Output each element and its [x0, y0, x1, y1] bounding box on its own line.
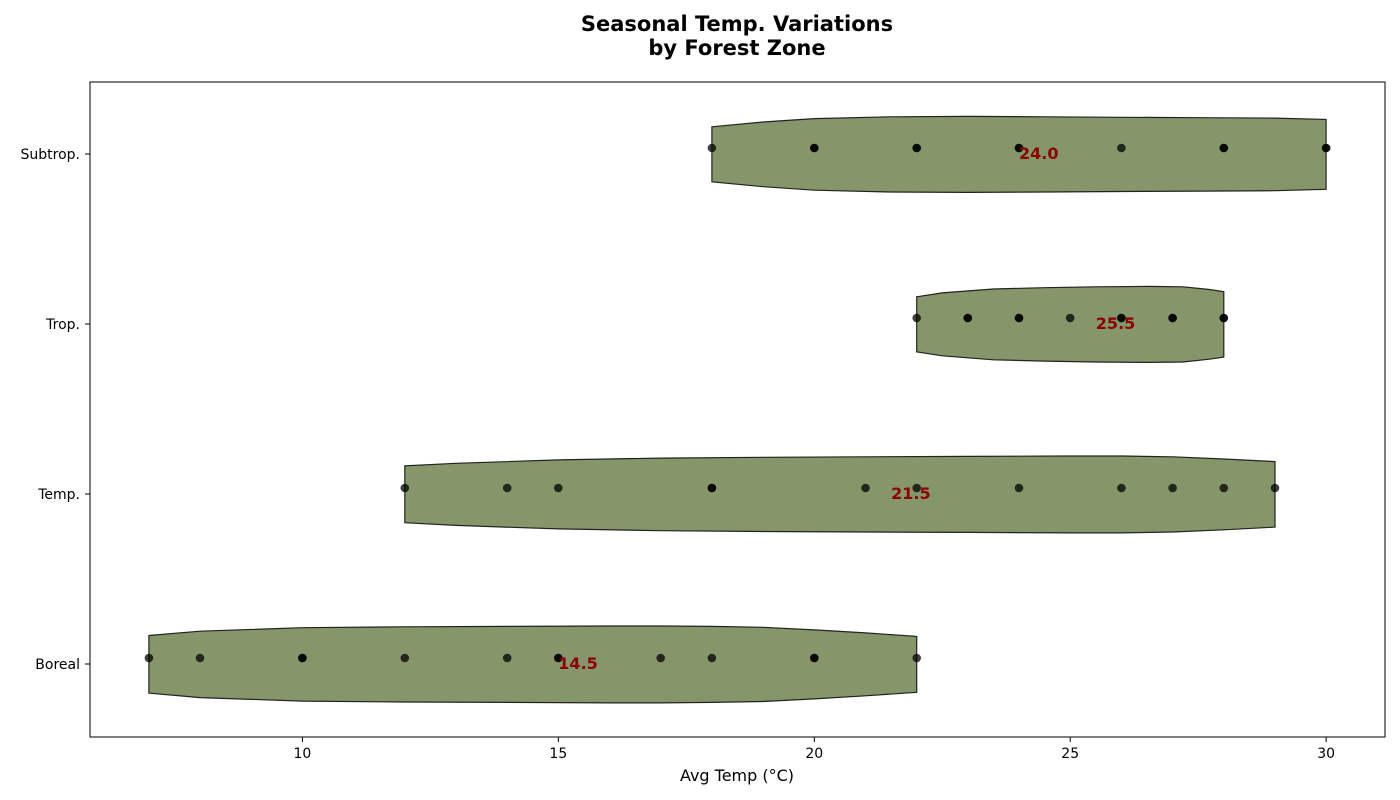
x-tick-label: 15 [549, 746, 567, 762]
data-point-boreal [656, 653, 665, 663]
data-point-trop [963, 313, 973, 323]
data-point-boreal [810, 653, 819, 663]
data-point-trop [1219, 313, 1229, 323]
data-point-temp [1270, 483, 1280, 493]
data-point-trop [1117, 313, 1126, 323]
data-point-temp [707, 483, 717, 493]
chart-title-line-2: by Forest Zone [648, 36, 825, 60]
median-label-temp: 21.5 [891, 484, 930, 503]
y-tick-label: Temp. [37, 487, 80, 503]
y-tick-label: Subtrop. [21, 147, 81, 163]
chart-title-line-1: Seasonal Temp. Variations [581, 12, 893, 36]
y-tick-label: Trop. [45, 317, 80, 333]
median-label-subtrop: 24.0 [1019, 144, 1058, 163]
data-point-boreal [707, 653, 717, 663]
data-point-subtrop [810, 143, 819, 153]
data-point-boreal [912, 653, 921, 663]
violin-subtrop [711, 115, 1327, 194]
violin-trop [916, 285, 1225, 364]
data-point-boreal [195, 653, 205, 663]
data-point-boreal [298, 653, 307, 663]
data-point-temp [554, 483, 563, 493]
x-tick-label: 10 [294, 746, 312, 762]
data-point-trop [1065, 313, 1075, 323]
data-point-trop [912, 313, 921, 323]
data-point-temp [400, 483, 410, 493]
data-point-trop [1168, 313, 1177, 323]
data-point-temp [1168, 483, 1177, 493]
x-tick-label: 25 [1061, 746, 1079, 762]
data-point-subtrop [1014, 143, 1024, 153]
data-point-subtrop [912, 143, 921, 153]
x-tick-label: 20 [805, 746, 823, 762]
plot-frame [89, 81, 1386, 738]
data-point-boreal [502, 653, 512, 663]
data-point-temp [1117, 483, 1126, 493]
data-point-temp [912, 483, 921, 493]
data-point-subtrop [707, 143, 717, 153]
data-point-temp [861, 483, 870, 493]
median-label-boreal: 14.5 [558, 654, 597, 673]
data-point-boreal [144, 653, 154, 663]
x-tick-label: 30 [1317, 746, 1335, 762]
data-point-temp [1014, 483, 1024, 493]
median-label-trop: 25.5 [1096, 314, 1135, 333]
x-axis-label: Avg Temp (°C) [680, 766, 794, 785]
axes: 10 15 20 25 30 Boreal Temp. Trop. Subtrop. [21, 147, 1336, 762]
data-point-boreal [400, 653, 410, 663]
data-point-subtrop [1219, 143, 1229, 153]
data-point-subtrop [1117, 143, 1126, 153]
data-point-subtrop [1321, 143, 1331, 153]
violin-boreal [148, 625, 918, 704]
violin-temp [404, 455, 1276, 534]
data-point-temp [502, 483, 512, 493]
data-point-trop [1014, 313, 1024, 323]
y-tick-label: Boreal [35, 657, 80, 673]
plot-area: 14.5 21.5 25.5 24.0 [144, 115, 1331, 704]
data-point-temp [1219, 483, 1229, 493]
data-point-boreal [554, 653, 563, 663]
